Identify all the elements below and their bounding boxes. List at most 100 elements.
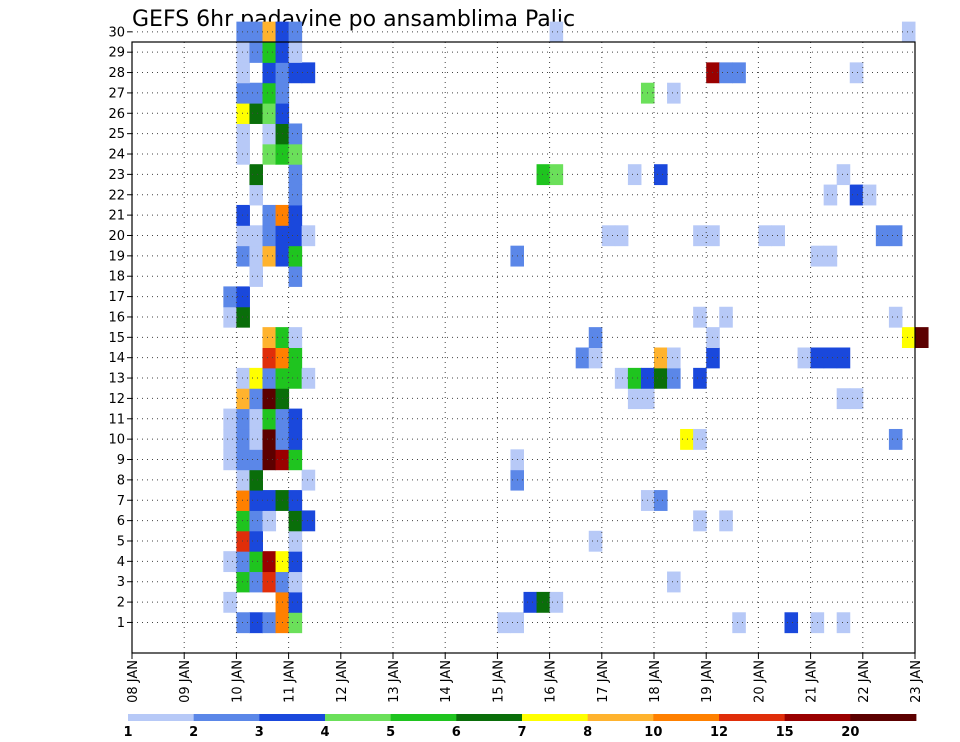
x-tick-label: 21 JAN xyxy=(805,660,820,703)
x-tick-label: 18 JAN xyxy=(648,660,663,703)
heatmap-cell xyxy=(262,245,277,267)
heatmap-cell xyxy=(288,184,303,206)
heatmap-cell xyxy=(719,62,733,84)
heatmap-cell xyxy=(249,388,263,410)
heatmap-cell xyxy=(236,245,250,267)
heatmap-cell xyxy=(693,510,707,532)
heatmap-cell xyxy=(693,428,707,450)
y-tick-label: 24 xyxy=(108,148,125,163)
heatmap-cell xyxy=(667,347,681,369)
y-tick-label: 1 xyxy=(117,616,125,631)
heatmap-cell xyxy=(301,62,316,84)
heatmap-cell xyxy=(236,571,250,593)
heatmap-cell xyxy=(223,591,237,613)
heatmap-cell xyxy=(223,428,237,450)
x-tick-label: 11 JAN xyxy=(283,660,298,703)
heatmap-cell xyxy=(601,225,616,247)
heatmap-cell xyxy=(236,143,250,165)
y-tick-label: 16 xyxy=(108,310,125,325)
heatmap-cell xyxy=(693,306,707,328)
heatmap-cell xyxy=(223,449,237,471)
colorbar-segment xyxy=(259,714,326,721)
x-axis: 08 JAN 09 JAN 10 JAN 11 JAN 12 JAN 13 JAN 14 J… xyxy=(126,653,924,703)
x-tick-label: 22 JAN xyxy=(857,660,872,703)
heatmap-cell xyxy=(614,367,629,389)
heatmap-cell xyxy=(288,42,303,63)
heatmap-cell xyxy=(262,225,277,247)
heatmap-cell xyxy=(667,571,681,593)
heatmap-cell xyxy=(236,21,250,43)
heatmap-cell xyxy=(262,204,277,226)
heatmap-cell xyxy=(236,428,250,450)
colorbar-segment xyxy=(128,714,195,721)
chart-title: GEFS 6hr padavine po ansamblima Palic xyxy=(132,7,575,32)
y-tick-label: 2 xyxy=(117,596,125,611)
heatmap-cell xyxy=(262,327,277,348)
heatmap-cell xyxy=(249,469,263,491)
heatmap-cell xyxy=(236,306,250,328)
heatmap-cell xyxy=(627,164,642,186)
heatmap-cell xyxy=(627,388,642,410)
heatmap-cell xyxy=(627,367,642,389)
y-tick-label: 30 xyxy=(108,25,125,40)
heatmap-cell xyxy=(249,103,263,124)
heatmap-cell xyxy=(262,21,277,43)
heatmap-cell xyxy=(249,490,263,511)
colorbar-label: 20 xyxy=(841,725,859,740)
heatmap-cell xyxy=(654,490,668,511)
heatmap-cell xyxy=(262,571,277,593)
heatmap-cell xyxy=(732,62,746,84)
colorbar-segment xyxy=(193,714,260,721)
colorbar-segment xyxy=(522,714,589,721)
y-tick-label: 10 xyxy=(108,433,125,448)
heatmap-cell xyxy=(915,327,929,348)
x-tick-label: 12 JAN xyxy=(335,660,350,703)
grid-lines xyxy=(132,31,915,653)
heatmap-cell xyxy=(301,225,316,247)
heatmap-cell xyxy=(249,184,263,206)
x-tick-label: 16 JAN xyxy=(544,660,559,703)
heatmap-cell xyxy=(262,510,277,532)
heatmap-cell xyxy=(523,591,538,613)
colorbar-label: 4 xyxy=(320,725,329,740)
heatmap-cell xyxy=(262,428,277,450)
heatmap-cell xyxy=(536,164,551,186)
heatmap-cell xyxy=(288,551,303,573)
heatmap-cell xyxy=(288,612,303,634)
heatmap-cell xyxy=(236,490,250,511)
heatmap-cell xyxy=(836,612,851,634)
heatmap-cell xyxy=(288,530,303,552)
y-tick-label: 12 xyxy=(108,392,125,407)
heatmap-cell xyxy=(262,388,277,410)
colorbar-segment xyxy=(719,714,786,721)
x-tick-label: 19 JAN xyxy=(700,660,715,703)
heatmap-cell xyxy=(236,449,250,471)
heatmap-cell xyxy=(236,103,250,124)
heatmap-cell xyxy=(588,530,603,552)
heatmap-cell xyxy=(249,367,263,389)
x-tick-label: 23 JAN xyxy=(909,660,924,703)
heatmap-cell xyxy=(236,469,250,491)
heatmap-cell xyxy=(849,62,864,84)
x-tick-label: 13 JAN xyxy=(387,660,402,703)
heatmap-cell xyxy=(262,62,277,84)
heatmap-cell xyxy=(236,530,250,552)
heatmap-cell xyxy=(236,551,250,573)
colorbar-segment xyxy=(587,714,654,721)
heatmap-cell xyxy=(654,164,668,186)
heatmap-cell xyxy=(288,143,303,165)
heatmap-cell xyxy=(288,408,303,430)
heatmap-cell xyxy=(823,184,838,206)
heatmap-cell xyxy=(288,428,303,450)
y-tick-label: 29 xyxy=(108,46,125,61)
colorbar-segment xyxy=(325,714,392,721)
heatmap-cell xyxy=(654,367,668,389)
heatmap-cell xyxy=(249,530,263,552)
colorbar-label: 2 xyxy=(189,725,198,740)
heatmap-cell xyxy=(236,204,250,226)
heatmap-cell xyxy=(262,367,277,389)
heatmap-cell xyxy=(797,347,812,369)
y-tick-label: 13 xyxy=(108,372,125,387)
heatmap-cell xyxy=(262,143,277,165)
